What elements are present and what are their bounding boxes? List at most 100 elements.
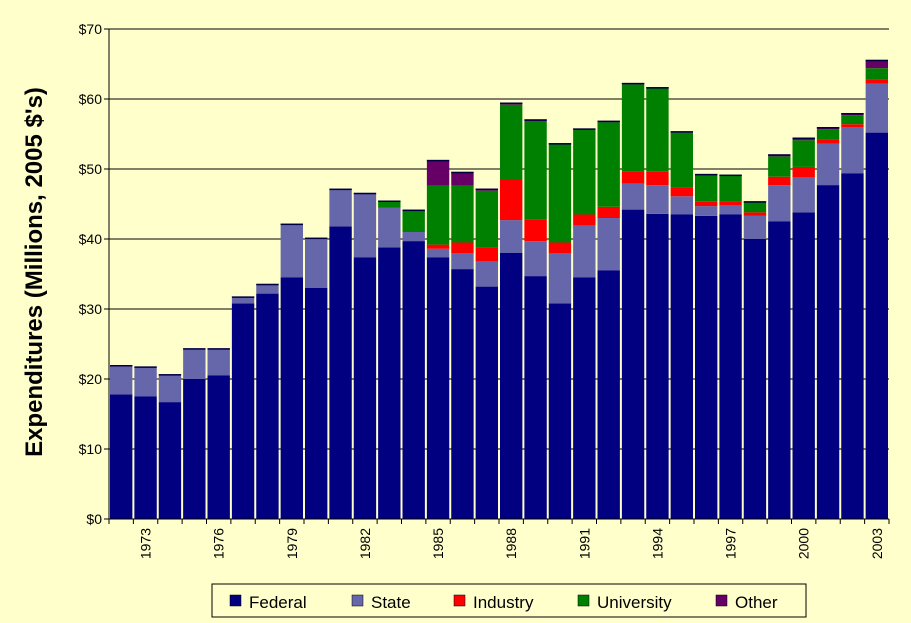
bar-other-2003 <box>865 59 889 69</box>
bar-top-edge <box>134 366 157 368</box>
bar-federal-1989 <box>524 276 547 519</box>
legend-swatch-university <box>577 594 590 607</box>
bar-industry-1996 <box>695 201 718 207</box>
x-tick-label: 2003 <box>869 528 885 559</box>
bar-industry-2002 <box>841 124 864 127</box>
bar-state-1986 <box>451 253 474 270</box>
x-tick-label: 1976 <box>211 528 227 559</box>
bar-top-edge <box>378 200 401 202</box>
y-tick-label: $30 <box>79 301 103 317</box>
bar-top-edge <box>158 374 182 376</box>
bar-university-1991 <box>573 129 596 215</box>
bar-university-2000 <box>792 140 815 167</box>
bar-state-1997 <box>719 205 742 215</box>
bar-federal-1996 <box>695 215 718 519</box>
bar-federal-2002 <box>841 173 864 519</box>
legend-label-industry: Industry <box>473 593 534 612</box>
bar-federal-1983 <box>378 247 401 519</box>
x-tick-label: 1985 <box>430 528 446 559</box>
bar-university-1999 <box>768 156 791 177</box>
bar-state-1995 <box>670 196 694 215</box>
bar-industry-1988 <box>500 179 523 221</box>
y-tick-label: $50 <box>79 161 103 177</box>
bar-federal-1976 <box>207 375 230 519</box>
bar-university-1986 <box>451 185 474 243</box>
y-tick-label: $10 <box>79 441 103 457</box>
legend-swatch-other <box>715 594 728 607</box>
bar-federal-1990 <box>548 303 572 519</box>
bar-federal-2001 <box>816 185 840 519</box>
bar-top-edge <box>865 59 889 62</box>
bar-industry-1994 <box>646 171 669 186</box>
bar-federal-1993 <box>621 209 645 519</box>
bar-state-2001 <box>816 143 840 186</box>
bar-federal-1997 <box>719 214 742 519</box>
bar-university-1985 <box>426 185 450 245</box>
bar-federal-1973 <box>134 396 157 519</box>
bar-federal-1982 <box>353 257 377 519</box>
bar-other-1985 <box>426 159 450 186</box>
bar-state-2002 <box>841 127 864 174</box>
bar-university-1995 <box>670 132 694 188</box>
bar-industry-1995 <box>670 187 694 197</box>
bar-federal-1972 <box>110 394 133 519</box>
bar-industry-2001 <box>816 139 840 144</box>
x-tick-label: 1988 <box>503 528 519 559</box>
bar-top-edge <box>207 348 230 350</box>
legend-box <box>211 583 807 618</box>
legend-swatch-state <box>351 594 364 607</box>
bar-state-1990 <box>548 253 572 304</box>
bar-industry-2000 <box>792 166 815 178</box>
bar-state-1974 <box>158 374 182 403</box>
bar-university-1984 <box>402 209 425 232</box>
bar-federal-1995 <box>670 214 694 519</box>
bar-federal-1998 <box>743 239 767 519</box>
legend-label-federal: Federal <box>249 593 307 612</box>
bar-federal-1977 <box>231 303 255 519</box>
y-tick-label: $40 <box>79 231 103 247</box>
bar-state-1988 <box>500 220 523 253</box>
bar-federal-1978 <box>256 293 279 519</box>
bar-university-1989 <box>524 121 547 220</box>
bar-industry-1997 <box>719 201 742 206</box>
bar-federal-1991 <box>573 277 596 519</box>
bar-university-1998 <box>743 201 767 213</box>
x-tick-label: 1979 <box>284 528 300 559</box>
legend-label-other: Other <box>735 593 778 612</box>
bar-top-edge <box>426 159 450 162</box>
bar-state-1980 <box>305 237 328 288</box>
bar-state-1982 <box>353 192 377 258</box>
bar-university-2001 <box>816 129 840 140</box>
bar-state-1975 <box>183 348 206 379</box>
bar-federal-1981 <box>329 226 352 519</box>
bar-university-1996 <box>695 173 718 202</box>
bar-top-edge <box>110 365 133 367</box>
bar-top-edge <box>280 223 304 226</box>
bar-other-1986 <box>451 171 474 186</box>
bar-industry-1987 <box>475 247 499 262</box>
bar-top-edge <box>695 173 718 176</box>
bar-state-1981 <box>329 188 352 227</box>
bar-state-1973 <box>134 366 157 397</box>
x-tick-label: 2000 <box>796 528 812 559</box>
x-tick-label: 1991 <box>576 528 592 559</box>
bar-university-2002 <box>841 115 864 125</box>
x-tick-label: 1997 <box>723 528 739 559</box>
bar-industry-2003 <box>865 79 889 84</box>
bar-top-edge <box>500 102 523 104</box>
bar-federal-1984 <box>402 241 425 519</box>
x-tick-label: 1982 <box>357 528 373 559</box>
bar-state-1976 <box>207 348 230 376</box>
bar-top-edge <box>841 113 864 115</box>
bar-top-edge <box>621 82 645 85</box>
bar-top-edge <box>475 188 499 191</box>
bar-federal-1992 <box>597 270 620 519</box>
bar-university-1988 <box>500 104 523 180</box>
bar-top-edge <box>305 237 328 240</box>
bars <box>110 59 889 520</box>
bar-top-edge <box>353 192 377 195</box>
y-tick-labels: $0 $10 $20 $30 $40 $50 $60 $70 <box>79 21 103 527</box>
bar-top-edge <box>573 128 596 130</box>
legend-label-state: State <box>371 593 411 612</box>
